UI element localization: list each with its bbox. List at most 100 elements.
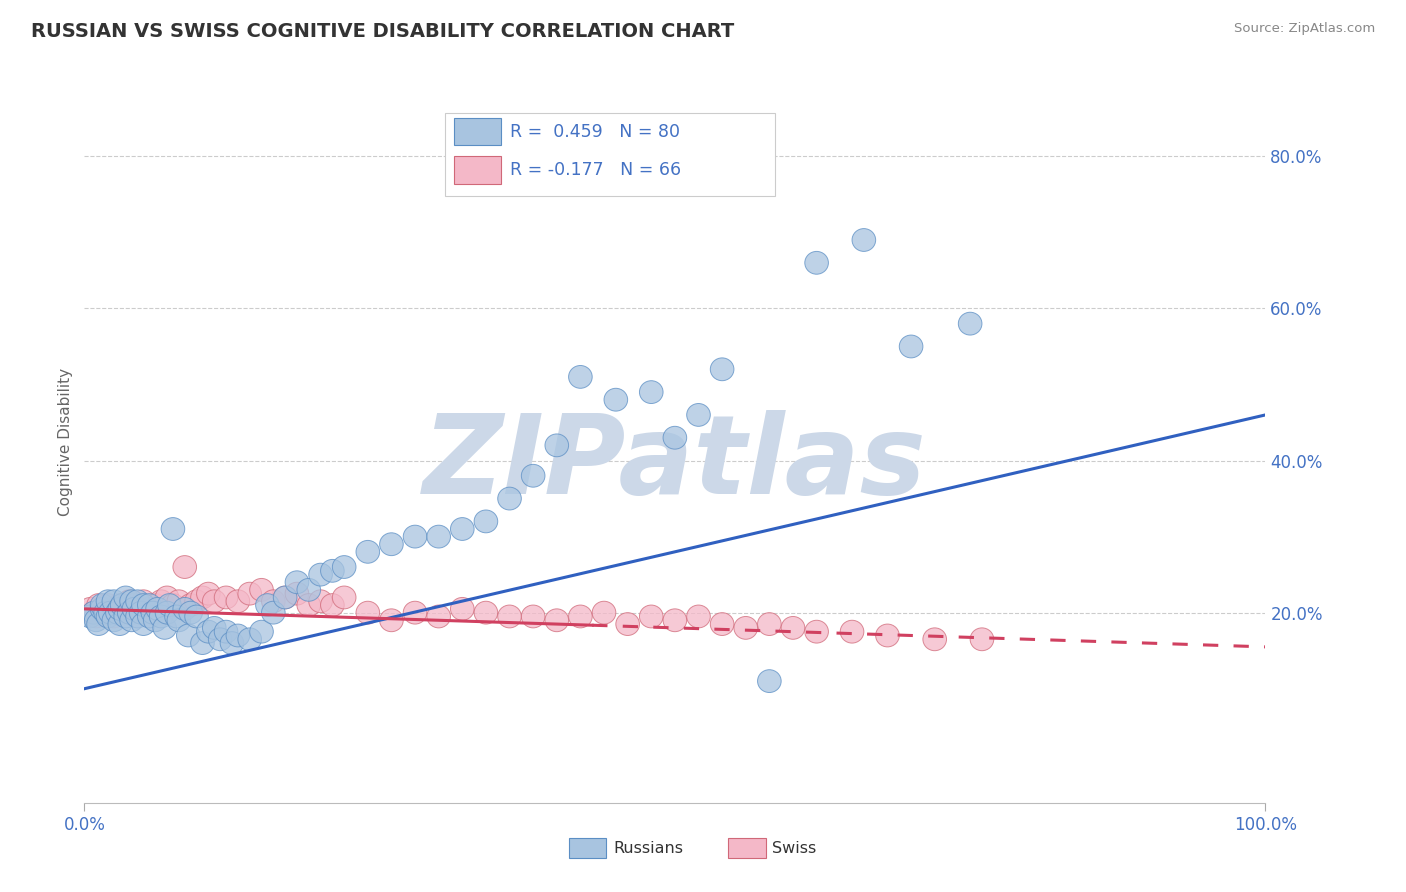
Ellipse shape [98,601,122,624]
Ellipse shape [90,598,114,620]
Ellipse shape [238,582,262,605]
Ellipse shape [191,586,214,609]
FancyBboxPatch shape [454,118,502,145]
Ellipse shape [226,590,250,613]
Ellipse shape [103,609,125,632]
Ellipse shape [94,598,118,620]
Ellipse shape [105,601,129,624]
Ellipse shape [309,590,332,613]
Ellipse shape [221,632,243,655]
Ellipse shape [273,586,297,609]
Ellipse shape [173,556,197,578]
Ellipse shape [84,605,108,628]
Ellipse shape [122,594,146,616]
Ellipse shape [197,582,221,605]
Ellipse shape [285,582,309,605]
Ellipse shape [122,598,146,620]
Ellipse shape [922,628,946,650]
Ellipse shape [165,605,188,628]
Ellipse shape [900,335,922,358]
FancyBboxPatch shape [454,156,502,184]
Text: Swiss: Swiss [772,841,815,855]
Ellipse shape [758,670,782,692]
Ellipse shape [710,358,734,381]
Ellipse shape [852,228,876,252]
Ellipse shape [143,594,167,616]
Ellipse shape [522,605,546,628]
Ellipse shape [129,601,153,624]
Ellipse shape [332,586,356,609]
FancyBboxPatch shape [568,838,606,858]
Ellipse shape [146,598,169,620]
Ellipse shape [285,571,309,594]
Ellipse shape [96,594,120,616]
Ellipse shape [105,598,129,620]
Ellipse shape [125,598,149,620]
Ellipse shape [592,601,616,624]
Ellipse shape [110,601,134,624]
Ellipse shape [546,434,568,457]
Ellipse shape [250,578,273,601]
Ellipse shape [380,533,404,556]
Ellipse shape [841,620,863,643]
Ellipse shape [184,605,208,628]
Ellipse shape [208,628,232,650]
Ellipse shape [103,590,125,613]
Ellipse shape [90,601,114,624]
Ellipse shape [546,609,568,632]
Ellipse shape [162,594,184,616]
Ellipse shape [153,616,177,640]
Text: Source: ZipAtlas.com: Source: ZipAtlas.com [1234,22,1375,36]
Ellipse shape [202,616,226,640]
Ellipse shape [309,563,332,586]
Ellipse shape [214,620,238,643]
Ellipse shape [734,616,758,640]
Ellipse shape [167,609,191,632]
Ellipse shape [114,605,138,628]
Ellipse shape [155,586,179,609]
Ellipse shape [876,624,900,647]
Ellipse shape [404,525,427,548]
Y-axis label: Cognitive Disability: Cognitive Disability [58,368,73,516]
Ellipse shape [380,609,404,632]
Ellipse shape [202,590,226,613]
Ellipse shape [110,594,134,616]
Ellipse shape [356,601,380,624]
Ellipse shape [138,598,162,620]
Ellipse shape [686,403,710,426]
Ellipse shape [191,632,214,655]
Ellipse shape [474,510,498,533]
Ellipse shape [149,590,173,613]
Ellipse shape [114,586,138,609]
Ellipse shape [98,601,122,624]
Ellipse shape [87,594,110,616]
Text: RUSSIAN VS SWISS COGNITIVE DISABILITY CORRELATION CHART: RUSSIAN VS SWISS COGNITIVE DISABILITY CO… [31,22,734,41]
Ellipse shape [450,598,474,620]
Ellipse shape [173,598,197,620]
Text: R = -0.177   N = 66: R = -0.177 N = 66 [509,161,681,179]
Ellipse shape [568,605,592,628]
Ellipse shape [143,609,167,632]
Ellipse shape [427,605,450,628]
Ellipse shape [256,594,280,616]
Ellipse shape [522,465,546,487]
Ellipse shape [297,578,321,601]
Ellipse shape [273,586,297,609]
Ellipse shape [94,601,118,624]
Ellipse shape [959,312,981,335]
Ellipse shape [167,590,191,613]
Ellipse shape [262,590,285,613]
Ellipse shape [664,609,686,632]
Ellipse shape [640,605,664,628]
Ellipse shape [804,252,828,274]
Ellipse shape [427,525,450,548]
Ellipse shape [149,605,173,628]
Ellipse shape [804,620,828,643]
FancyBboxPatch shape [444,112,775,196]
Ellipse shape [96,590,120,613]
Ellipse shape [118,601,141,624]
Ellipse shape [758,613,782,635]
FancyBboxPatch shape [728,838,766,858]
Ellipse shape [108,594,132,616]
Ellipse shape [125,590,149,613]
